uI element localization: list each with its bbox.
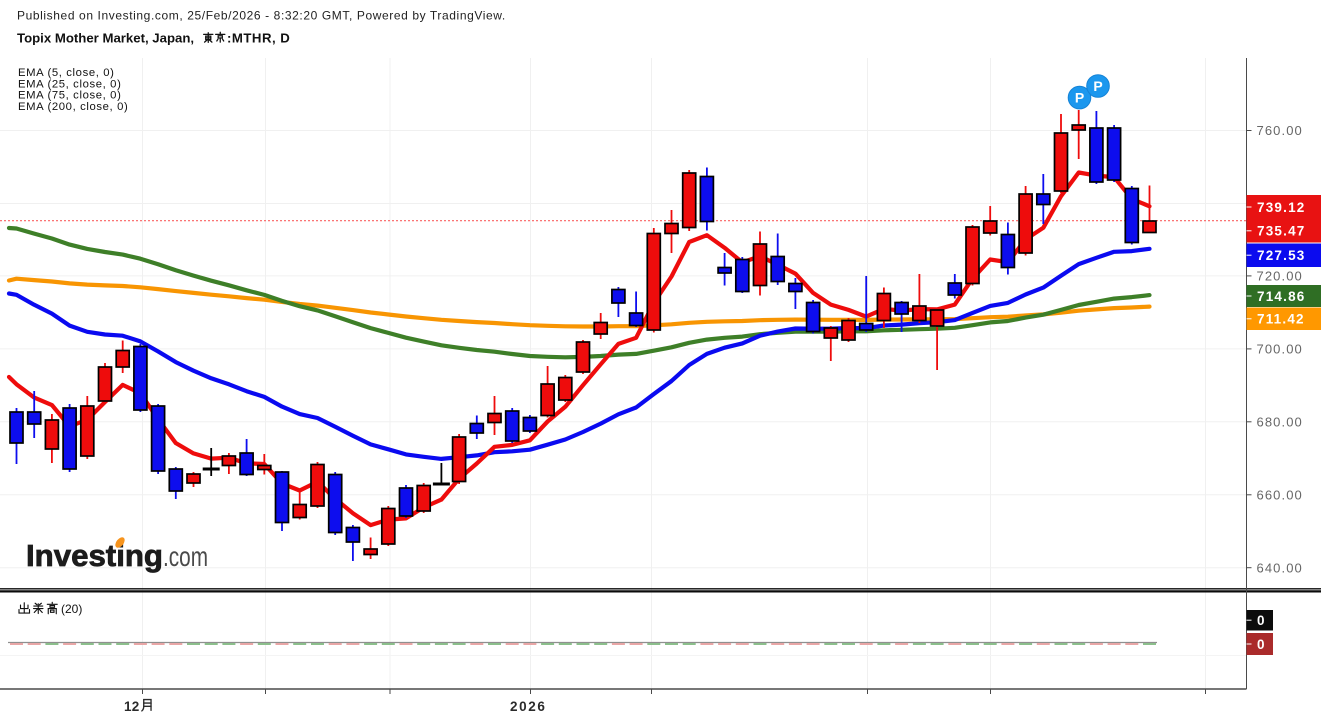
- svg-text:0: 0: [1257, 637, 1265, 652]
- svg-text:EMA (5, close, 0): EMA (5, close, 0): [18, 67, 115, 79]
- svg-text:P: P: [1075, 90, 1084, 106]
- svg-text:P: P: [1093, 78, 1102, 94]
- svg-text:739.12: 739.12: [1257, 200, 1306, 215]
- svg-text:EMA (75, close, 0): EMA (75, close, 0): [18, 90, 121, 102]
- svg-text:(20): (20): [61, 602, 82, 616]
- svg-text:714.86: 714.86: [1257, 289, 1306, 304]
- svg-text:12: 12: [124, 699, 140, 714]
- svg-text:640.00: 640.00: [1257, 560, 1303, 575]
- svg-text:.com: .com: [163, 541, 208, 572]
- svg-text:EMA (25, close, 0): EMA (25, close, 0): [18, 79, 121, 91]
- svg-text:660.00: 660.00: [1257, 487, 1303, 502]
- svg-text:680.00: 680.00: [1257, 414, 1303, 429]
- svg-text:727.53: 727.53: [1257, 248, 1306, 263]
- svg-text:700.00: 700.00: [1257, 342, 1303, 357]
- svg-text:Published on Investing.com, 25: Published on Investing.com, 25/Feb/2026 …: [17, 9, 506, 23]
- svg-text:0: 0: [1257, 613, 1265, 628]
- svg-text:EMA (200, close, 0): EMA (200, close, 0): [18, 101, 128, 113]
- svg-text:Investing: Investing: [26, 538, 163, 573]
- svg-text:711.42: 711.42: [1257, 312, 1305, 327]
- svg-text:Topix Mother Market, Japan,: Topix Mother Market, Japan,: [17, 31, 194, 46]
- svg-text:760.00: 760.00: [1257, 123, 1303, 138]
- svg-text:2026: 2026: [510, 699, 546, 714]
- svg-text:735.47: 735.47: [1257, 224, 1306, 239]
- svg-text:720.00: 720.00: [1257, 269, 1303, 284]
- svg-text::MTHR, D: :MTHR, D: [227, 31, 290, 46]
